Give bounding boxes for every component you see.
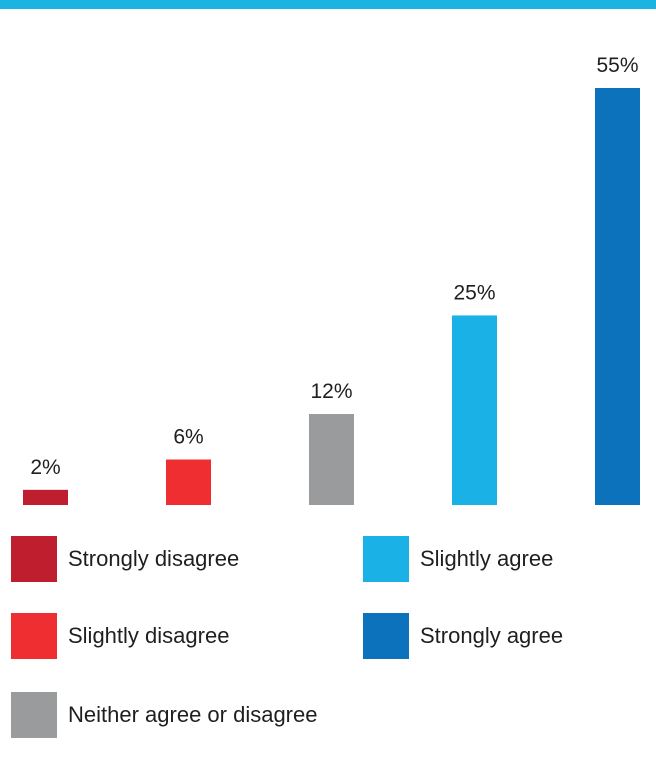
bar-slightly-disagree (166, 459, 211, 505)
value-label: 25% (453, 281, 495, 304)
legend-label: Strongly agree (420, 623, 564, 648)
legend-item-slightly-agree: Slightly agree (363, 536, 553, 582)
legend-label: Slightly agree (420, 546, 554, 571)
legend-label: Neither agree or disagree (68, 702, 318, 727)
legend-item-neither: Neither agree or disagree (11, 692, 317, 738)
legend-swatch (363, 613, 409, 659)
legend-swatch (11, 536, 57, 582)
bar-neither-agree-or-disagree (309, 414, 354, 505)
legend-label: Slightly disagree (68, 623, 230, 648)
top-accent-band (0, 0, 656, 9)
value-label: 55% (596, 54, 638, 77)
value-label: 12% (310, 380, 352, 403)
bar-slightly-agree (452, 315, 497, 505)
bars-group (23, 88, 640, 505)
bar-strongly-disagree (23, 489, 68, 505)
value-labels-group: 2% 6% 12% 25% 55% (30, 54, 638, 479)
legend-swatch (11, 613, 57, 659)
legend-item-strongly-disagree: Strongly disagree (11, 536, 239, 582)
legend-item-strongly-agree: Strongly agree (363, 613, 563, 659)
legend-label: Strongly disagree (68, 546, 240, 571)
legend-item-slightly-disagree: Slightly disagree (11, 613, 229, 659)
bar-strongly-agree (595, 88, 640, 505)
bar-chart: 2% 6% 12% 25% 55% (23, 54, 640, 505)
legend-swatch (11, 692, 57, 738)
value-label: 2% (30, 456, 60, 479)
legend-swatch (363, 536, 409, 582)
value-label: 6% (173, 426, 203, 449)
